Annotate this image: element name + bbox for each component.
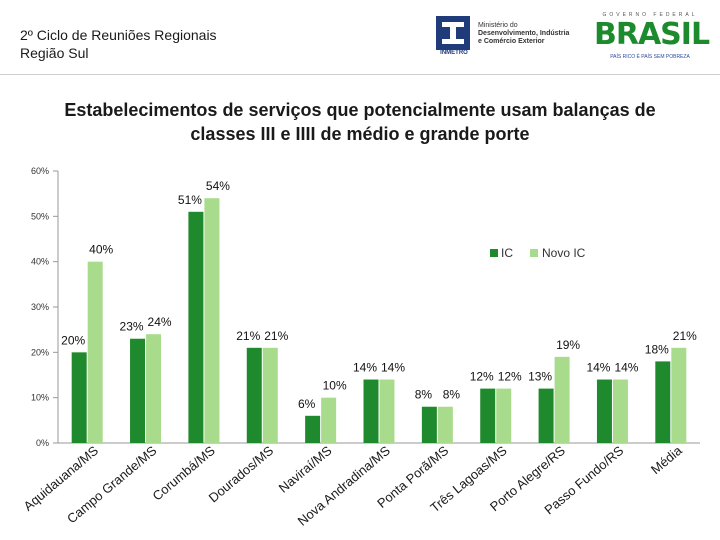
bar-novo-ic xyxy=(612,379,628,443)
bar-novo-ic xyxy=(87,261,103,443)
ministry-line2: Desenvolvimento, Indústria xyxy=(478,30,570,37)
bar-novo-ic xyxy=(554,356,570,443)
data-label-ic: 51% xyxy=(178,193,202,207)
data-label-ic: 8% xyxy=(415,388,433,402)
data-label-novo-ic: 21% xyxy=(673,329,697,343)
y-tick-label: 10% xyxy=(31,393,49,403)
header-divider xyxy=(0,74,720,75)
category-label: Média xyxy=(648,442,685,477)
category-label: Naviraí/MS xyxy=(276,443,335,496)
y-tick-label: 40% xyxy=(31,257,49,267)
chart-title-line2: classes III e IIII de médio e grande por… xyxy=(190,124,530,144)
data-label-ic: 21% xyxy=(236,329,260,343)
brasil-logo: GOVERNO FEDERAL BRASIL PAÍS RICO É PAÍS … xyxy=(594,12,710,64)
chart-title-line1: Estabelecimentos de serviços que potenci… xyxy=(64,100,656,120)
ministry-name: Ministério do Desenvolvimento, Indústria… xyxy=(478,22,569,46)
legend-swatch-novo-ic xyxy=(530,249,538,257)
data-label-novo-ic: 21% xyxy=(264,329,288,343)
category-label: Dourados/MS xyxy=(206,443,277,506)
bar-ic xyxy=(305,415,321,443)
legend-label-novo-ic: Novo IC xyxy=(542,246,586,260)
brasil-word: BRASIL xyxy=(594,17,710,52)
data-label-novo-ic: 14% xyxy=(614,361,638,375)
data-label-ic: 20% xyxy=(61,333,85,347)
ministry-line1: Ministério do xyxy=(478,22,518,29)
bar-ic xyxy=(188,211,204,443)
data-label-ic: 6% xyxy=(298,397,316,411)
bar-ic xyxy=(246,347,262,443)
y-tick-label: 0% xyxy=(36,438,49,448)
data-label-novo-ic: 10% xyxy=(323,379,347,393)
bar-novo-ic xyxy=(204,198,220,443)
bar-ic xyxy=(363,379,379,443)
data-label-ic: 12% xyxy=(470,370,494,384)
legend-label-ic: IC xyxy=(501,246,513,260)
bar-novo-ic xyxy=(379,379,395,443)
bar-novo-ic xyxy=(146,334,162,443)
bar-novo-ic xyxy=(437,406,453,443)
data-label-novo-ic: 19% xyxy=(556,338,580,352)
data-label-novo-ic: 54% xyxy=(206,179,230,193)
bar-novo-ic xyxy=(321,397,337,443)
y-tick-label: 60% xyxy=(31,166,49,176)
data-label-ic: 14% xyxy=(586,361,610,375)
bar-ic xyxy=(71,352,87,443)
data-label-novo-ic: 8% xyxy=(443,388,461,402)
data-label-novo-ic: 14% xyxy=(381,361,405,375)
event-title-line1: 2º Ciclo de Reuniões Regionais xyxy=(20,27,217,43)
inmetro-logo-icon xyxy=(436,16,470,50)
bar-ic xyxy=(538,388,554,443)
data-label-ic: 13% xyxy=(528,370,552,384)
bar-novo-ic xyxy=(496,388,512,443)
data-label-ic: 23% xyxy=(120,320,144,334)
y-tick-label: 20% xyxy=(31,347,49,357)
chart-title: Estabelecimentos de serviços que potenci… xyxy=(0,98,720,146)
event-title-line2: Região Sul xyxy=(20,45,89,61)
data-label-ic: 18% xyxy=(645,342,669,356)
bar-ic xyxy=(596,379,612,443)
data-label-novo-ic: 24% xyxy=(148,315,172,329)
legend-swatch-ic xyxy=(490,249,498,257)
brasil-top-text: GOVERNO FEDERAL xyxy=(602,12,698,18)
data-label-novo-ic: 40% xyxy=(89,243,113,257)
y-tick-label: 50% xyxy=(31,211,49,221)
brasil-slogan: PAÍS RICO É PAÍS SEM POBREZA xyxy=(610,54,690,60)
ministry-line3: e Comércio Exterior xyxy=(478,38,545,45)
bar-ic xyxy=(130,338,146,443)
bar-ic xyxy=(421,406,437,443)
bar-novo-ic xyxy=(262,347,278,443)
bar-novo-ic xyxy=(671,347,687,443)
inmetro-label: INMETRO xyxy=(440,50,468,56)
bar-ic xyxy=(480,388,496,443)
y-tick-label: 30% xyxy=(31,302,49,312)
event-title: 2º Ciclo de Reuniões Regionais Região Su… xyxy=(20,26,217,62)
data-label-ic: 14% xyxy=(353,361,377,375)
header-banner: 2º Ciclo de Reuniões Regionais Região Su… xyxy=(0,0,720,75)
bar-ic xyxy=(655,361,671,443)
data-label-novo-ic: 12% xyxy=(498,370,522,384)
